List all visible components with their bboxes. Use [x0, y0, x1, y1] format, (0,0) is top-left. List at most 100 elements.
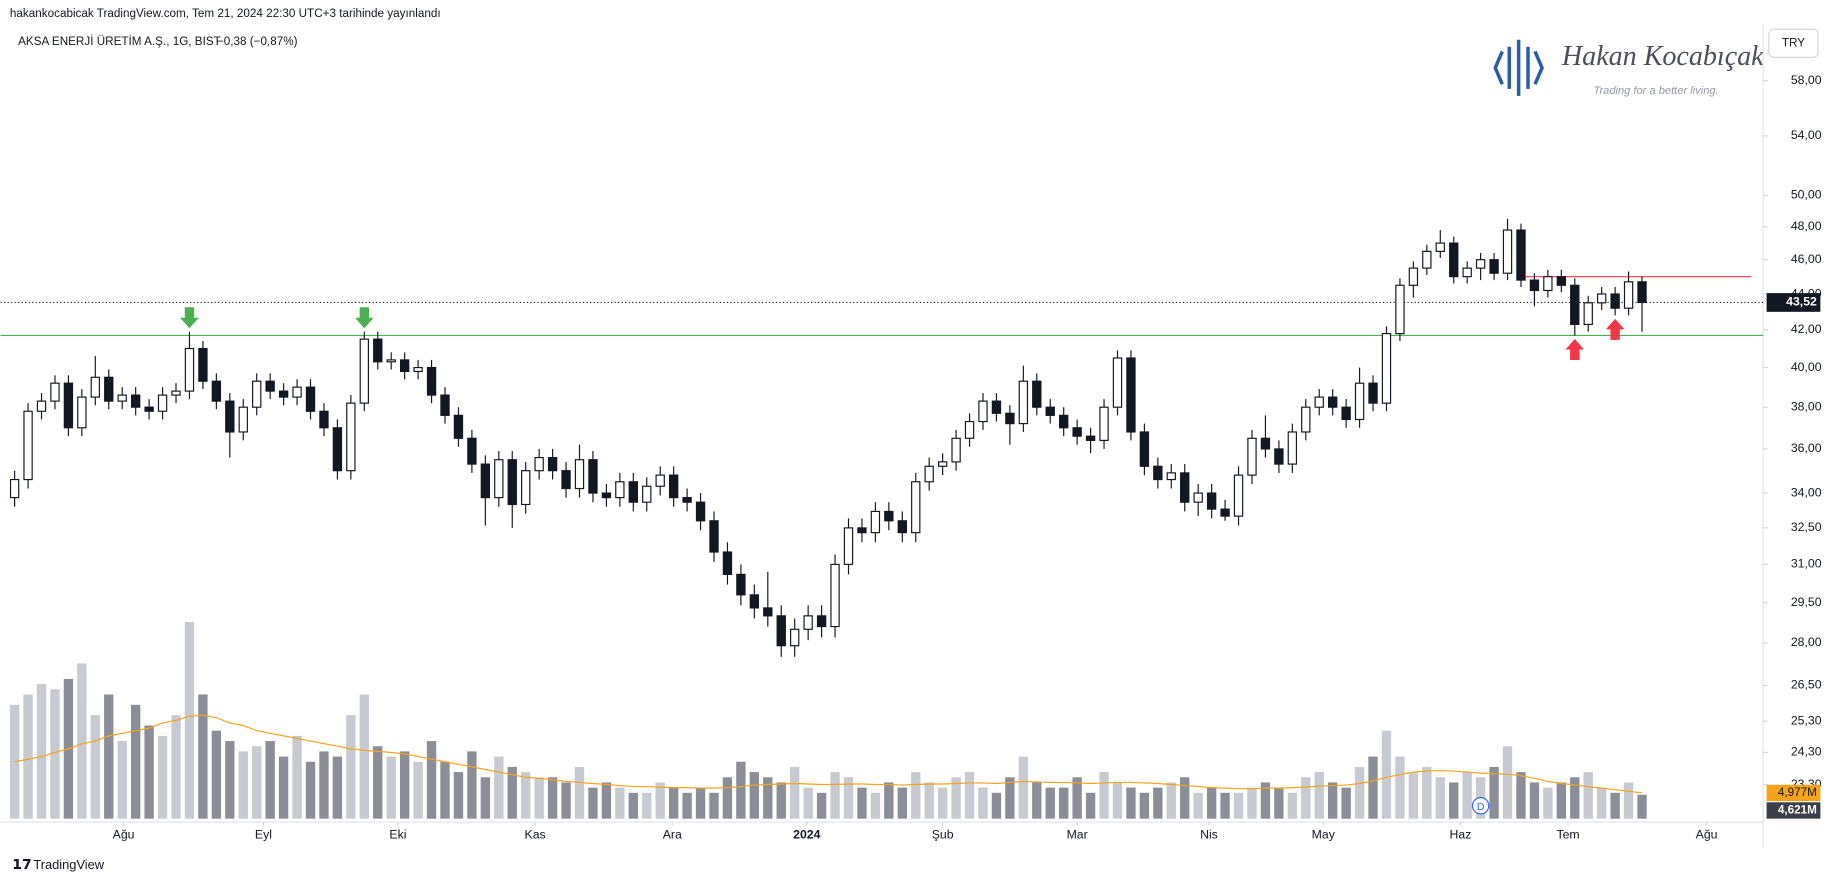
arrow-marker: [180, 307, 199, 329]
x-tick-label: May: [1312, 827, 1336, 841]
volume-bar: [1556, 782, 1567, 819]
candle-body: [1018, 380, 1029, 425]
volume-bar: [574, 766, 585, 819]
candle-body: [494, 459, 504, 499]
volume-bar: [897, 787, 907, 819]
candle-body: [399, 359, 410, 373]
volume-bar: [1570, 777, 1580, 819]
candle-body: [991, 400, 1002, 414]
volume-bar: [467, 751, 477, 819]
candle-body: [1328, 396, 1338, 408]
volume-label: 4,621M: [1778, 804, 1817, 817]
candle-body: [749, 594, 760, 609]
candle-body: [1301, 406, 1311, 433]
footer: 𝟭𝟳 TradingView: [12, 856, 105, 872]
volume-bar: [911, 772, 921, 819]
y-tick-label: 54,00: [1791, 128, 1822, 142]
volume-bar: [265, 741, 275, 819]
volume-bar: [1381, 730, 1392, 819]
volume-bar: [278, 756, 289, 819]
candle-body: [211, 380, 222, 402]
volume-bar: [453, 772, 464, 819]
y-tick-label: 26,50: [1791, 678, 1822, 692]
volume-bar: [1206, 787, 1217, 819]
volume-bar: [373, 746, 383, 819]
volume-bar: [722, 777, 733, 819]
y-tick-label: 32,50: [1791, 520, 1822, 534]
logo-icon: [1493, 39, 1544, 96]
y-tick-label: 34,00: [1791, 485, 1822, 499]
volume-bar: [964, 772, 975, 819]
candle-body: [655, 474, 665, 487]
volume-bar: [440, 761, 450, 819]
candle-body: [574, 459, 585, 490]
y-tick-label: 38,00: [1791, 399, 1822, 413]
candle-body: [184, 347, 195, 392]
candle-body: [130, 394, 141, 408]
candle-body: [978, 400, 988, 423]
volume-bar: [171, 715, 181, 819]
candle-body: [1045, 406, 1055, 416]
currency-button[interactable]: [1768, 28, 1819, 58]
volume-bar: [1341, 787, 1351, 819]
candle-body: [1072, 427, 1082, 437]
volume-bar: [1287, 792, 1298, 819]
volume-bar: [628, 792, 638, 819]
candle-body: [292, 386, 302, 398]
candle-body: [1166, 472, 1176, 481]
x-tick-label: Ağu: [1696, 827, 1718, 841]
candle-body: [1381, 333, 1392, 404]
candle-body: [1395, 284, 1405, 335]
volume-bar: [1543, 787, 1553, 819]
y-tick-label: 48,00: [1791, 219, 1822, 233]
currency[interactable]: TRY: [1782, 36, 1805, 49]
volume-ma-line: [14, 714, 1643, 794]
candle-body: [1005, 412, 1015, 425]
y-tick-label: 40,00: [1791, 360, 1822, 374]
volume-bar: [776, 782, 786, 819]
candle-body: [1354, 382, 1365, 421]
x-tick-label: Şub: [932, 827, 954, 841]
candle-body: [1099, 406, 1109, 441]
candle-body: [1449, 242, 1459, 278]
x-tick-label: Nis: [1200, 827, 1218, 841]
y-tick-label: 28,00: [1791, 635, 1822, 649]
volume-bar: [292, 735, 302, 819]
candle-body: [1610, 293, 1620, 309]
volume-bar: [77, 663, 87, 819]
change: −0,38 (−0,87%): [217, 35, 298, 48]
candle-body: [924, 465, 934, 483]
volume-bar: [225, 741, 235, 819]
candle-body: [265, 380, 275, 392]
candle-body: [157, 394, 168, 412]
volume-ma-label: 4,977M: [1778, 786, 1817, 799]
candle-body: [521, 470, 531, 506]
candle-body: [763, 607, 773, 617]
x-tick-label: Tem: [1556, 827, 1579, 841]
candle-body: [1085, 435, 1096, 441]
volume-bar: [480, 777, 491, 819]
candle-body: [601, 492, 612, 499]
volume-bar: [1220, 792, 1230, 819]
candle-body: [937, 461, 948, 467]
symbol: AKSA ENERJİ ÜRETİM A.Ş., 1G, BIST: [18, 35, 221, 48]
volume-bar: [332, 756, 343, 819]
volume-bar: [1085, 792, 1096, 819]
arrow-marker: [1605, 318, 1625, 340]
volume-bar: [413, 761, 423, 819]
candle-body: [346, 402, 356, 472]
volume-bar: [1516, 772, 1526, 819]
last-price-label: 43,52: [1786, 295, 1817, 309]
candle-body: [1153, 465, 1163, 481]
candle-body: [857, 527, 867, 534]
volume-bar: [803, 787, 813, 819]
candle-body: [373, 338, 383, 363]
candle-body: [709, 520, 719, 553]
volume-bar: [1502, 746, 1513, 819]
volume-bar: [104, 694, 114, 819]
volume-bar: [1449, 782, 1459, 819]
candle-body: [1435, 242, 1445, 252]
volume-bar: [507, 766, 517, 819]
volume-bar: [1099, 772, 1109, 819]
